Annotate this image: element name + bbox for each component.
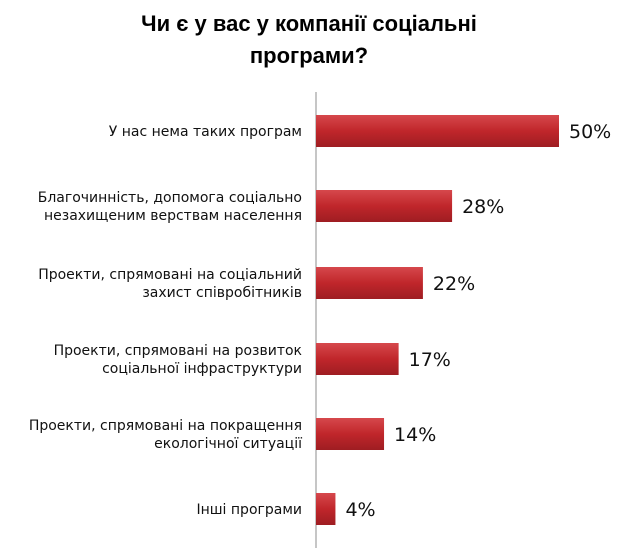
bar xyxy=(316,115,559,147)
category-label: захист співробітників xyxy=(142,285,302,301)
chart-title: Чи є у вас у компанії соціальні програми… xyxy=(0,8,618,72)
data-label: 22% xyxy=(433,273,475,295)
bar xyxy=(316,343,399,375)
data-label: 17% xyxy=(409,349,451,371)
category-label: Благочинність, допомога соціально xyxy=(38,190,302,206)
data-label: 50% xyxy=(569,121,611,143)
data-label: 14% xyxy=(394,424,436,446)
chart-title-line-1: Чи є у вас у компанії соціальні xyxy=(141,11,477,36)
category-label: незахищеним верствам населення xyxy=(44,208,302,224)
data-label: 4% xyxy=(345,499,375,521)
category-label: Проекти, спрямовані на розвиток xyxy=(54,343,302,359)
category-label: Інші програми xyxy=(196,502,302,518)
chart-title-line-2: програми? xyxy=(249,43,369,68)
bar xyxy=(316,418,385,450)
data-label: 28% xyxy=(462,196,504,218)
category-label: У нас нема таких програм xyxy=(109,124,302,140)
bar xyxy=(316,267,423,299)
category-label: Проекти, спрямовані на покращення xyxy=(29,418,302,434)
bar xyxy=(316,190,453,222)
category-label: Проекти, спрямовані на соціальний xyxy=(38,267,302,283)
bar xyxy=(316,493,336,525)
category-label: екологічної ситуації xyxy=(154,436,302,452)
category-label: соціальної інфраструктури xyxy=(102,361,302,377)
